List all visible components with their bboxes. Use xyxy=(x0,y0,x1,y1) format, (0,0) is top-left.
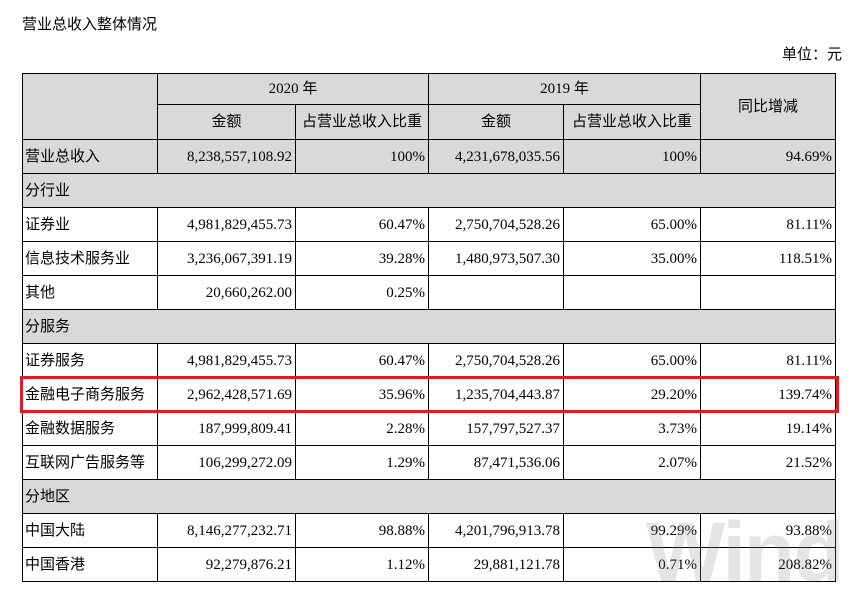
header-year-2019: 2019 年 xyxy=(428,73,702,105)
row-label: 信息技术服务业 xyxy=(22,241,158,276)
yoy-change-cell: 139.74% xyxy=(700,377,837,412)
table-row: 证券业 4,981,829,455.73 60.47% 2,750,704,52… xyxy=(22,207,837,242)
header-yoy-change: 同比增减 xyxy=(700,73,837,140)
header-amount-2019: 金额 xyxy=(428,104,565,140)
share-2020-cell: 39.28% xyxy=(294,241,430,276)
share-2019-cell: 65.00% xyxy=(563,343,702,378)
share-2019-cell: 3.73% xyxy=(563,411,702,446)
amount-2019-cell: 87,471,536.06 xyxy=(428,445,565,480)
amount-2019-cell: 1,480,973,507.30 xyxy=(428,241,565,276)
revenue-table: 2020 年 2019 年 同比增减 金额 占营业总收入比重 金额 占营业总收入… xyxy=(21,73,837,582)
section-label: 分地区 xyxy=(21,479,837,514)
header-corner-cell xyxy=(22,73,158,140)
header-amount-2020: 金额 xyxy=(157,104,296,140)
share-2019-cell: 100% xyxy=(563,139,702,174)
row-label: 中国香港 xyxy=(22,547,158,582)
share-2020-cell: 1.29% xyxy=(294,445,430,480)
table-row: 中国大陆 8,146,277,232.71 98.88% 4,201,796,9… xyxy=(22,513,837,548)
amount-2020-cell: 106,299,272.09 xyxy=(157,445,296,480)
yoy-change-cell: 208.82% xyxy=(700,547,837,582)
amount-2019-cell xyxy=(428,275,565,310)
yoy-change-cell: 21.52% xyxy=(700,445,837,480)
header-share-2019: 占营业总收入比重 xyxy=(563,104,702,140)
unit-label: 单位：元 xyxy=(781,47,842,63)
yoy-change-cell: 118.51% xyxy=(700,241,837,276)
table-row-highlighted: 金融电子商务服务 2,962,428,571.69 35.96% 1,235,7… xyxy=(22,377,837,412)
section-label: 分服务 xyxy=(21,309,837,344)
total-row: 营业总收入 8,238,557,108.92 100% 4,231,678,03… xyxy=(22,139,837,174)
share-2020-cell: 98.88% xyxy=(294,513,430,548)
amount-2019-cell: 157,797,527.37 xyxy=(428,411,565,446)
header-year-2020: 2020 年 xyxy=(156,73,430,105)
yoy-change-cell: 93.88% xyxy=(700,513,837,548)
row-label: 证券服务 xyxy=(22,343,158,378)
row-label: 金融数据服务 xyxy=(22,411,158,446)
share-2020-cell: 35.96% xyxy=(294,377,430,412)
amount-2019-cell: 4,201,796,913.78 xyxy=(428,513,565,548)
yoy-change-cell: 81.11% xyxy=(700,343,837,378)
amount-2019-cell: 4,231,678,035.56 xyxy=(428,139,565,174)
share-2020-cell: 0.25% xyxy=(294,275,430,310)
header-row-columns: 金额 占营业总收入比重 金额 占营业总收入比重 xyxy=(23,104,836,140)
share-2019-cell: 2.07% xyxy=(563,445,702,480)
table-row: 证券服务 4,981,829,455.73 60.47% 2,750,704,5… xyxy=(22,343,837,378)
share-2020-cell: 1.12% xyxy=(294,547,430,582)
row-label: 金融电子商务服务 xyxy=(22,377,158,412)
section-row-industry: 分行业 xyxy=(21,173,837,208)
table-row: 信息技术服务业 3,236,067,391.19 39.28% 1,480,97… xyxy=(22,241,837,276)
yoy-change-cell: 19.14% xyxy=(700,411,837,446)
section-label: 分行业 xyxy=(21,173,837,208)
yoy-change-cell xyxy=(700,275,837,310)
page-title: 营业总收入整体情况 xyxy=(22,17,158,33)
amount-2020-cell: 3,236,067,391.19 xyxy=(157,241,296,276)
header-share-2020: 占营业总收入比重 xyxy=(294,104,430,140)
table-row: 互联网广告服务等 106,299,272.09 1.29% 87,471,536… xyxy=(22,445,837,480)
share-2019-cell: 35.00% xyxy=(563,241,702,276)
share-2019-cell: 0.71% xyxy=(563,547,702,582)
row-label: 中国大陆 xyxy=(22,513,158,548)
share-2020-cell: 2.28% xyxy=(294,411,430,446)
table-row: 其他 20,660,262.00 0.25% xyxy=(22,275,837,310)
section-row-region: 分地区 xyxy=(21,479,837,514)
amount-2019-cell: 2,750,704,528.26 xyxy=(428,207,565,242)
table-row: 中国香港 92,279,876.21 1.12% 29,881,121.78 0… xyxy=(22,547,837,582)
share-2020-cell: 100% xyxy=(294,139,430,174)
amount-2020-cell: 4,981,829,455.73 xyxy=(157,343,296,378)
share-2020-cell: 60.47% xyxy=(294,343,430,378)
table-row: 金融数据服务 187,999,809.41 2.28% 157,797,527.… xyxy=(22,411,837,446)
row-label: 证券业 xyxy=(22,207,158,242)
share-2019-cell: 65.00% xyxy=(563,207,702,242)
amount-2020-cell: 187,999,809.41 xyxy=(157,411,296,446)
amount-2020-cell: 8,146,277,232.71 xyxy=(157,513,296,548)
amount-2020-cell: 20,660,262.00 xyxy=(157,275,296,310)
share-2019-cell: 99.29% xyxy=(563,513,702,548)
yoy-change-cell: 94.69% xyxy=(700,139,837,174)
amount-2020-cell: 8,238,557,108.92 xyxy=(157,139,296,174)
row-label: 其他 xyxy=(22,275,158,310)
section-row-service: 分服务 xyxy=(21,309,837,344)
row-label: 互联网广告服务等 xyxy=(22,445,158,480)
amount-2020-cell: 4,981,829,455.73 xyxy=(157,207,296,242)
amount-2019-cell: 29,881,121.78 xyxy=(428,547,565,582)
yoy-change-cell: 81.11% xyxy=(700,207,837,242)
row-label: 营业总收入 xyxy=(22,139,158,174)
amount-2019-cell: 2,750,704,528.26 xyxy=(428,343,565,378)
amount-2020-cell: 2,962,428,571.69 xyxy=(157,377,296,412)
amount-2019-cell: 1,235,704,443.87 xyxy=(428,377,565,412)
share-2020-cell: 60.47% xyxy=(294,207,430,242)
header-row-years: 2020 年 2019 年 同比增减 xyxy=(22,73,837,140)
share-2019-cell: 29.20% xyxy=(563,377,702,412)
amount-2020-cell: 92,279,876.21 xyxy=(157,547,296,582)
share-2019-cell xyxy=(563,275,702,310)
